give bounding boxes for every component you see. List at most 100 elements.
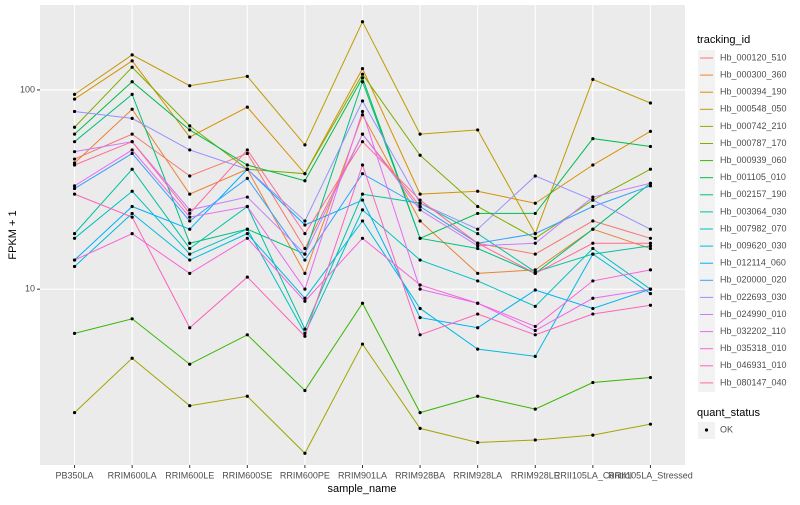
point xyxy=(418,306,422,311)
point xyxy=(533,271,537,275)
point xyxy=(188,252,192,256)
point xyxy=(476,204,480,209)
point xyxy=(418,219,422,223)
point xyxy=(188,271,192,275)
point xyxy=(591,279,595,283)
point xyxy=(476,227,480,231)
point xyxy=(72,264,77,269)
legend-label: Hb_000120_510 xyxy=(720,52,787,62)
point xyxy=(360,140,365,144)
legend-label: Hb_080147_040 xyxy=(720,377,787,387)
point xyxy=(648,184,653,188)
point xyxy=(476,211,480,216)
point xyxy=(591,296,595,300)
x-tick-label: RRIM928BA xyxy=(395,470,445,480)
point xyxy=(360,192,365,196)
point xyxy=(130,211,134,216)
point xyxy=(72,109,77,114)
x-tick-label: RRIM600LA xyxy=(108,470,157,480)
point xyxy=(360,72,365,76)
point xyxy=(648,244,653,248)
x-tick-label: RRII105LA_Stressed xyxy=(608,470,693,480)
point xyxy=(418,153,422,157)
point xyxy=(476,189,480,193)
point xyxy=(476,301,480,305)
point xyxy=(360,67,365,71)
point xyxy=(245,105,249,109)
legend-label: Hb_007982_070 xyxy=(720,223,787,233)
point xyxy=(648,236,653,240)
point xyxy=(360,198,365,202)
point xyxy=(303,271,307,275)
point xyxy=(72,97,77,101)
point xyxy=(533,288,537,292)
point xyxy=(360,172,365,176)
point xyxy=(188,192,192,196)
point xyxy=(591,195,595,199)
point xyxy=(303,327,307,331)
point xyxy=(303,143,307,147)
point xyxy=(533,252,537,256)
point xyxy=(303,246,307,251)
point xyxy=(591,219,595,223)
point xyxy=(303,334,307,338)
point xyxy=(360,132,365,136)
point xyxy=(533,241,537,245)
point xyxy=(130,215,134,219)
point xyxy=(72,157,77,161)
x-axis-title: sample_name xyxy=(327,483,396,495)
legend-label: Hb_000300_360 xyxy=(720,69,787,79)
point xyxy=(360,208,365,212)
point xyxy=(303,179,307,183)
point xyxy=(72,140,77,144)
point xyxy=(245,227,249,231)
point xyxy=(188,258,192,262)
point xyxy=(533,407,537,411)
point xyxy=(360,219,365,223)
x-tick-label: RRIM901LA xyxy=(338,470,387,480)
point xyxy=(418,208,422,212)
point xyxy=(418,201,422,205)
point xyxy=(245,394,249,398)
point xyxy=(188,124,192,128)
legend-title: quant_status xyxy=(697,407,760,419)
point xyxy=(591,136,595,141)
point xyxy=(476,440,480,445)
legend-title: tracking_id xyxy=(697,34,750,46)
point xyxy=(130,65,134,69)
point xyxy=(418,132,422,136)
legend-label: OK xyxy=(720,424,733,434)
point xyxy=(591,246,595,251)
point xyxy=(72,92,77,96)
x-tick-label: RRII105LA_Control xyxy=(554,470,632,480)
point xyxy=(130,167,134,171)
x-tick-label: RRIM600SE xyxy=(222,470,272,480)
point xyxy=(72,163,77,167)
legend-label: Hb_000787_170 xyxy=(720,138,787,148)
legend-label: Hb_012114_060 xyxy=(720,258,786,268)
point xyxy=(591,433,595,437)
point xyxy=(303,331,307,335)
point xyxy=(245,148,249,152)
point xyxy=(130,151,134,156)
point xyxy=(72,192,77,196)
point xyxy=(303,296,307,300)
point xyxy=(72,258,77,262)
point xyxy=(418,315,422,320)
point xyxy=(533,174,537,178)
point xyxy=(245,275,249,279)
point xyxy=(591,227,595,231)
legend-label: Hb_000939_060 xyxy=(720,155,787,165)
point xyxy=(591,241,595,245)
point xyxy=(648,167,653,171)
point xyxy=(130,116,134,120)
point xyxy=(130,59,134,63)
point xyxy=(648,129,653,133)
point xyxy=(72,132,77,136)
point xyxy=(188,84,192,88)
point xyxy=(245,151,249,156)
legend-label: Hb_022693_030 xyxy=(720,292,787,302)
point xyxy=(245,236,249,240)
point xyxy=(72,232,77,236)
